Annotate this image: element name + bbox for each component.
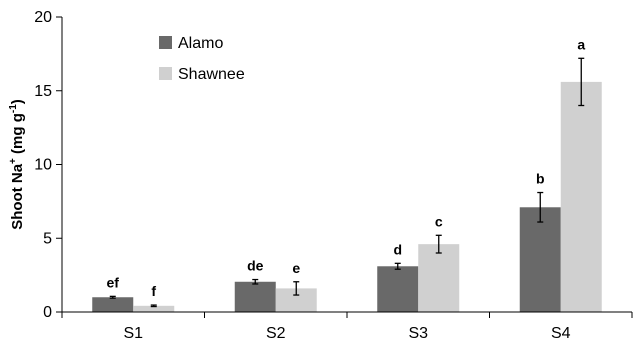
significance-label: ef (107, 274, 120, 290)
y-tick-label: 20 (34, 9, 52, 26)
bar (377, 266, 419, 312)
significance-label: a (577, 36, 585, 52)
legend-label: Shawnee (178, 66, 245, 83)
y-tick-label: 10 (34, 157, 52, 174)
y-axis-title-unit-sup: -1 (8, 104, 19, 113)
bar (275, 288, 317, 312)
x-tick-label: S1 (123, 325, 143, 342)
legend-label: Alamo (178, 35, 223, 52)
bar (418, 244, 460, 312)
y-axis-title-base: Shoot Na (9, 163, 26, 229)
legend-swatch (159, 36, 172, 49)
x-axis-ticks: S1 S2 S3 S4 (61, 312, 633, 342)
x-tick-label: S2 (266, 325, 286, 342)
y-axis-title-unit-open: (mg g (9, 113, 26, 158)
bar (133, 305, 175, 312)
y-axis-title-ion-sup: + (8, 158, 19, 164)
bar (519, 207, 561, 312)
y-tick-label: 0 (43, 304, 52, 321)
x-tick-label: S4 (551, 325, 571, 342)
bar (560, 81, 602, 313)
y-axis-title: Shoot Na+ (mg g-1) (8, 99, 26, 230)
y-tick-label: 5 (43, 230, 52, 247)
significance-label: e (292, 260, 300, 276)
significance-label: de (247, 258, 264, 274)
x-tick-label: S3 (408, 325, 428, 342)
y-axis-title-unit-close: ) (9, 99, 26, 104)
error-bars (109, 57, 585, 308)
significance-label: d (393, 241, 402, 257)
y-tick-label: 15 (34, 83, 52, 100)
significance-label: f (151, 283, 156, 299)
y-axis-ticks: 0 5 10 15 20 (34, 9, 62, 321)
significance-label: b (536, 171, 545, 187)
bar (234, 281, 276, 312)
bars (92, 81, 602, 313)
significance-labels: ef de d b f e c a (107, 36, 586, 299)
bar (92, 297, 134, 312)
legend: Alamo Shawnee (159, 35, 245, 83)
legend-swatch (159, 67, 172, 80)
significance-label: c (435, 213, 443, 229)
